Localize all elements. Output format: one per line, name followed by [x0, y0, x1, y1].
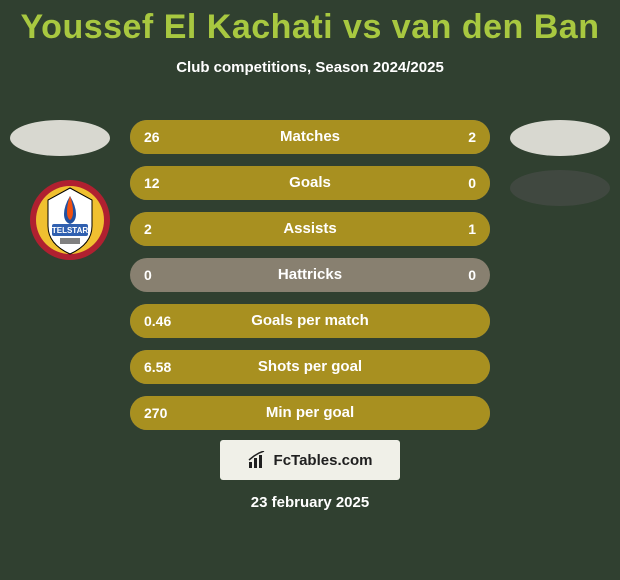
stat-row: 26Matches2: [130, 120, 490, 154]
stat-label: Assists: [130, 212, 490, 246]
stat-row: 2Assists1: [130, 212, 490, 246]
club-logo-left: TELSTAR: [30, 180, 110, 260]
stat-label: Goals per match: [130, 304, 490, 338]
club-badge-right: [510, 170, 610, 206]
stat-row: 270Min per goal: [130, 396, 490, 430]
stat-row: 0Hattricks0: [130, 258, 490, 292]
svg-text:TELSTAR: TELSTAR: [52, 226, 89, 235]
player-avatar-right: [510, 120, 610, 156]
stats-table: 26Matches212Goals02Assists10Hattricks00.…: [130, 120, 490, 442]
stat-label: Goals: [130, 166, 490, 200]
stat-value-right: 0: [468, 258, 476, 292]
footer-date: 23 february 2025: [0, 494, 620, 511]
stat-row: 6.58Shots per goal: [130, 350, 490, 384]
page-title: Youssef El Kachati vs van den Ban: [0, 0, 620, 47]
stat-label: Shots per goal: [130, 350, 490, 384]
stat-row: 0.46Goals per match: [130, 304, 490, 338]
stat-value-right: 0: [468, 166, 476, 200]
player-avatar-left: [10, 120, 110, 156]
stat-label: Matches: [130, 120, 490, 154]
watermark-text: FcTables.com: [274, 452, 373, 469]
stat-value-right: 1: [468, 212, 476, 246]
stat-value-right: 2: [468, 120, 476, 154]
page-subtitle: Club competitions, Season 2024/2025: [0, 59, 620, 76]
stat-label: Min per goal: [130, 396, 490, 430]
stat-row: 12Goals0: [130, 166, 490, 200]
stat-label: Hattricks: [130, 258, 490, 292]
chart-icon: [248, 451, 268, 469]
watermark: FcTables.com: [220, 440, 400, 480]
